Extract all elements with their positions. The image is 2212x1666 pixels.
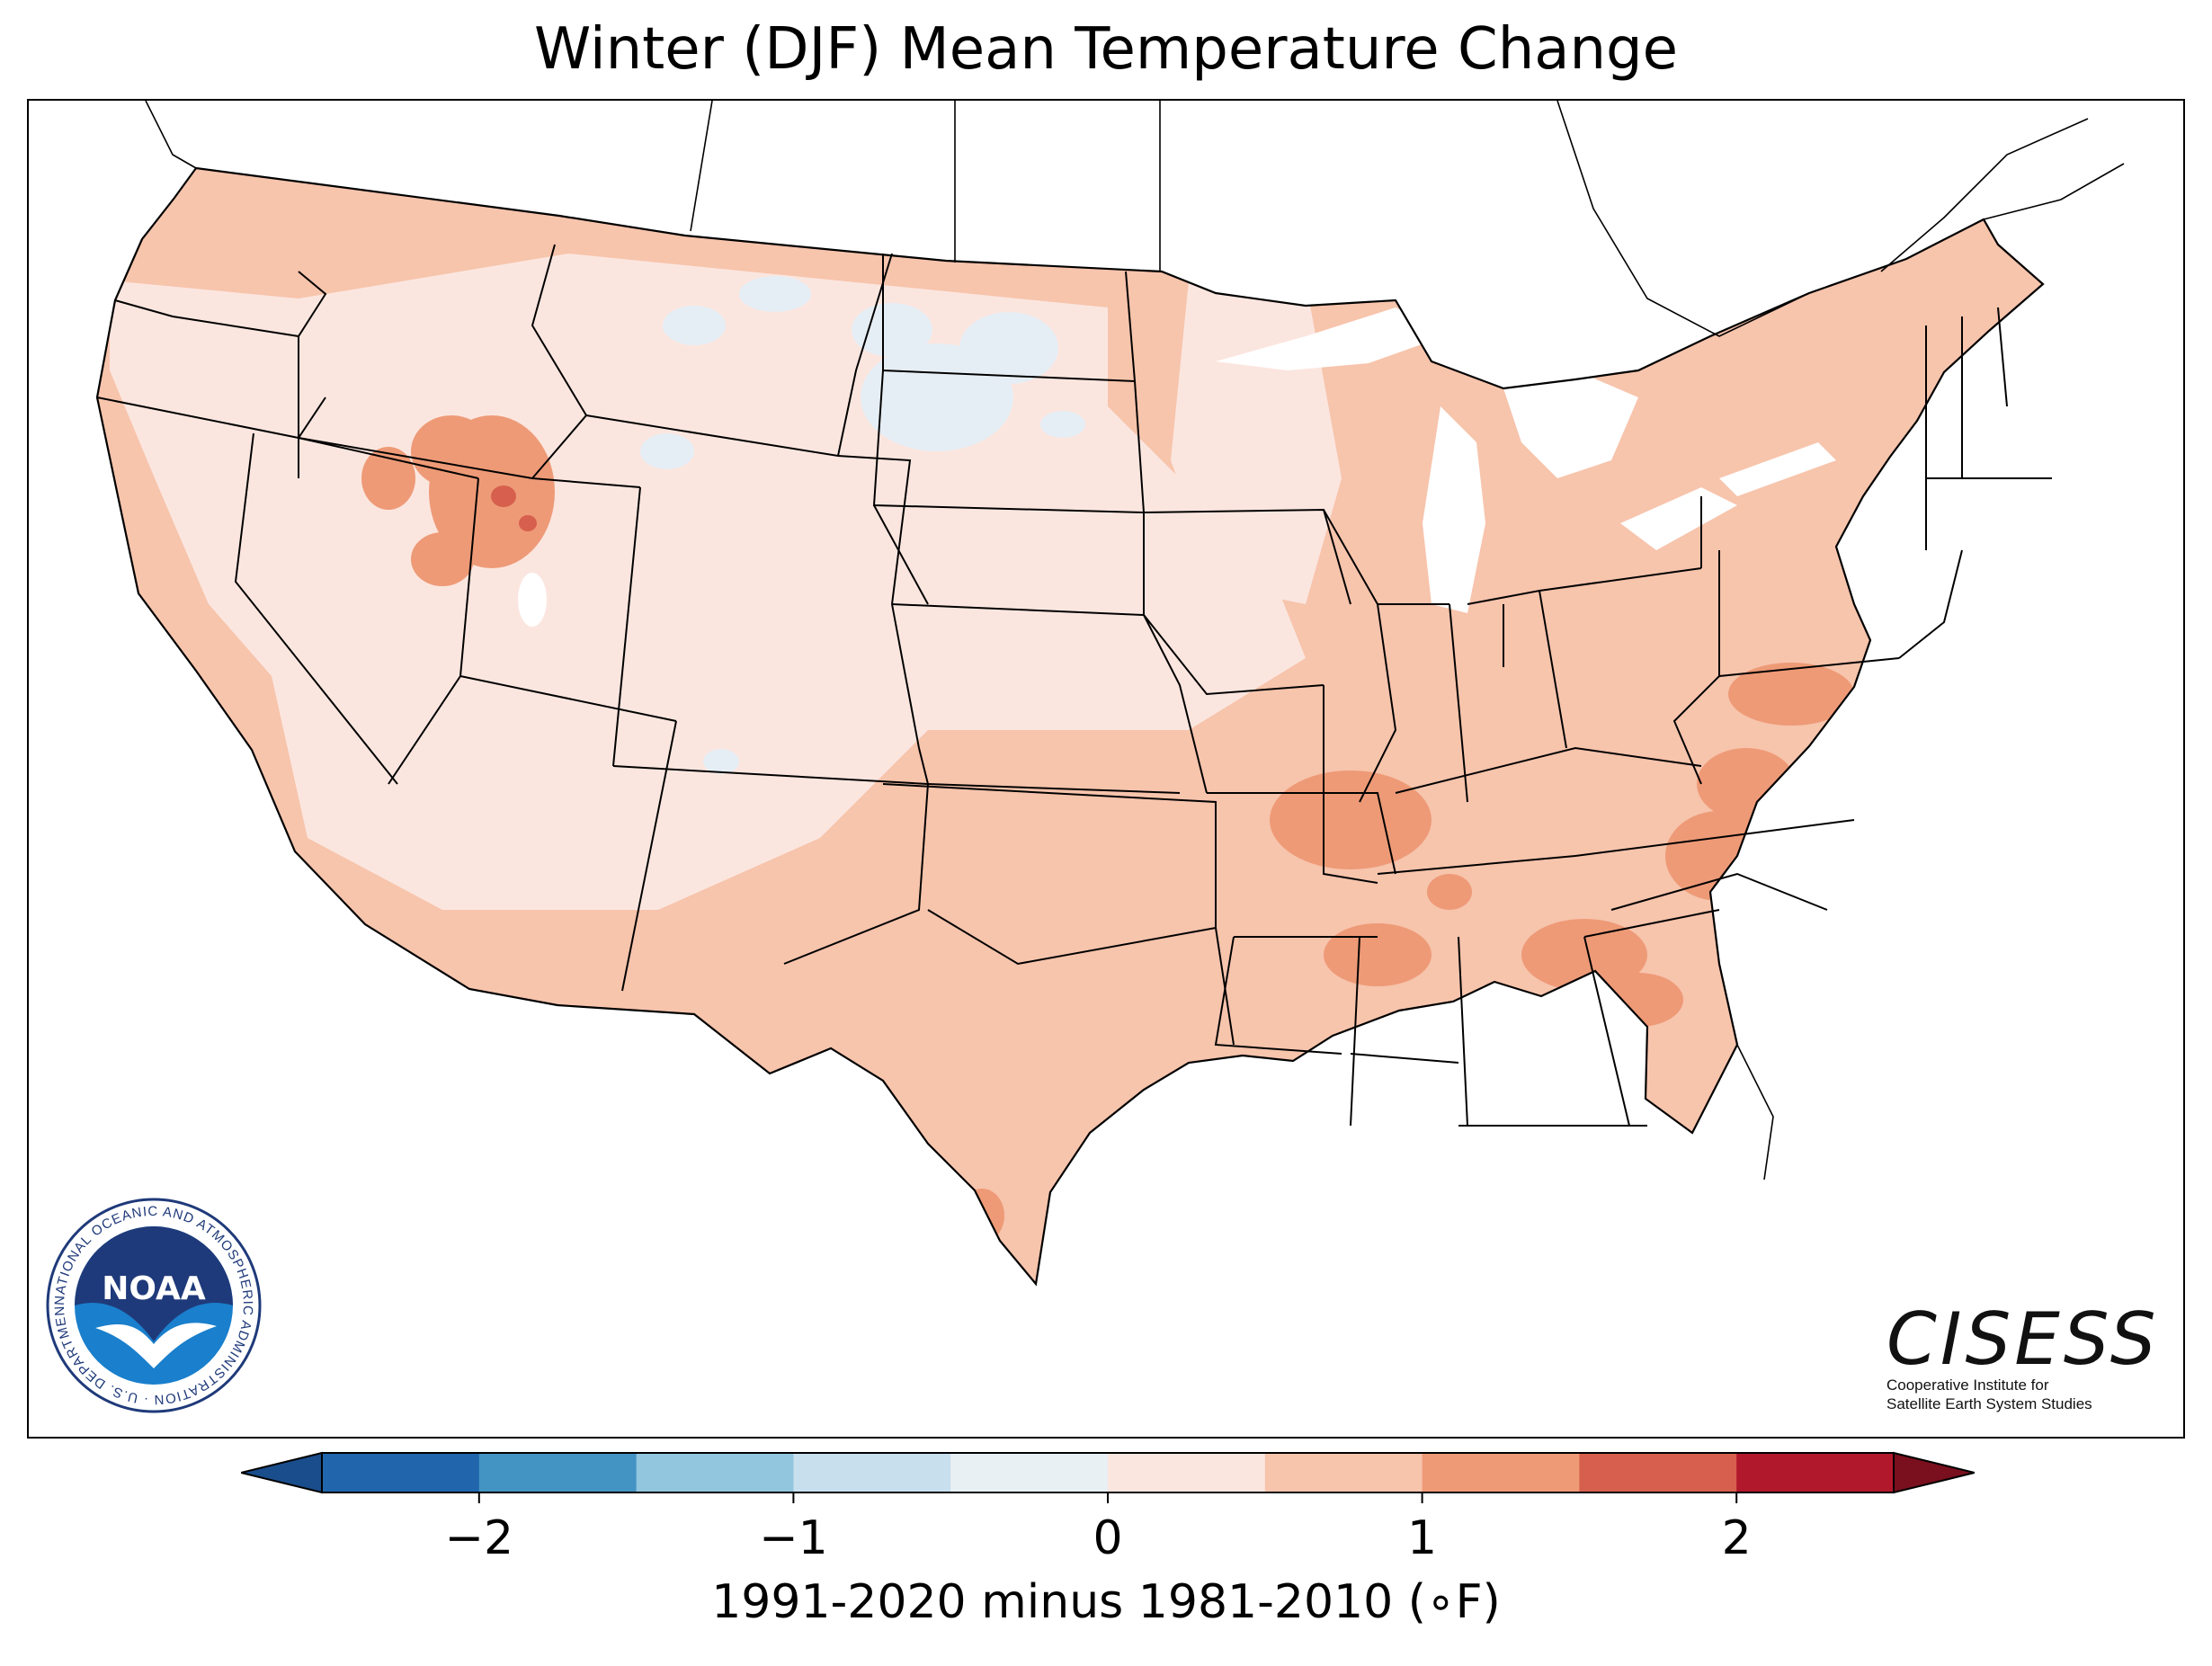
colorbar-bin	[950, 1453, 1109, 1492]
state-borders	[96, 244, 2052, 1127]
colorbar-bin	[636, 1453, 794, 1492]
colorbar-bin	[478, 1453, 638, 1492]
colorbar-bin	[1108, 1453, 1266, 1492]
noaa-upper-field	[75, 1226, 233, 1341]
cisess-wordmark: CISESS	[1886, 1297, 2160, 1381]
colorbar-bins	[322, 1453, 1895, 1492]
colorbar-bin	[793, 1453, 951, 1492]
colorbar-bin	[1422, 1453, 1580, 1492]
cisess-subtitle-line1: Cooperative Institute for	[1886, 1376, 2049, 1394]
noaa-logo: NATIONAL OCEANIC AND ATMOSPHERIC ADMINIS…	[41, 1193, 262, 1413]
map-frame: NATIONAL OCEANIC AND ATMOSPHERIC ADMINIS…	[27, 99, 2185, 1439]
noaa-center-text: NOAA	[102, 1270, 206, 1307]
cisess-logo: CISESS Cooperative Institute for Satelli…	[1886, 1304, 2174, 1414]
colorbar-tick-label: 1	[1407, 1511, 1437, 1565]
noaa-bird-icon	[95, 1323, 217, 1368]
temperature-shading	[97, 168, 2043, 1284]
cisess-subtitle-line2: Satellite Earth System Studies	[1886, 1395, 2092, 1413]
hot-shading-spots	[491, 486, 537, 531]
colorbar: −2 −1 0 1 2	[241, 1451, 1975, 1565]
colorbar-bin	[322, 1453, 480, 1492]
colorbar-bin	[1579, 1453, 1737, 1492]
colorbar-bin	[1264, 1453, 1423, 1492]
neighboring-country-lines	[145, 101, 2125, 1180]
map-title: Winter (DJF) Mean Temperature Change	[533, 16, 1679, 83]
colorbar-label: 1991-2020 minus 1981-2010 (∘F)	[711, 1575, 1501, 1629]
colorbar-under-arrow	[241, 1451, 323, 1494]
temperature-change-map	[95, 101, 2125, 1287]
great-lakes	[1216, 307, 1836, 613]
colorbar-tick-label: 2	[1722, 1511, 1752, 1565]
colorbar-bin	[1736, 1453, 1895, 1492]
colorbar-tick-label: −2	[444, 1511, 513, 1565]
colorbar-ticks: −2 −1 0 1 2	[444, 1492, 1752, 1565]
great-salt-lake	[518, 573, 547, 627]
us-outline	[95, 166, 2045, 1287]
colorbar-tick-label: 0	[1093, 1511, 1122, 1565]
colorbar-tick-label: −1	[759, 1511, 828, 1565]
colorbar-over-arrow	[1893, 1451, 1975, 1494]
